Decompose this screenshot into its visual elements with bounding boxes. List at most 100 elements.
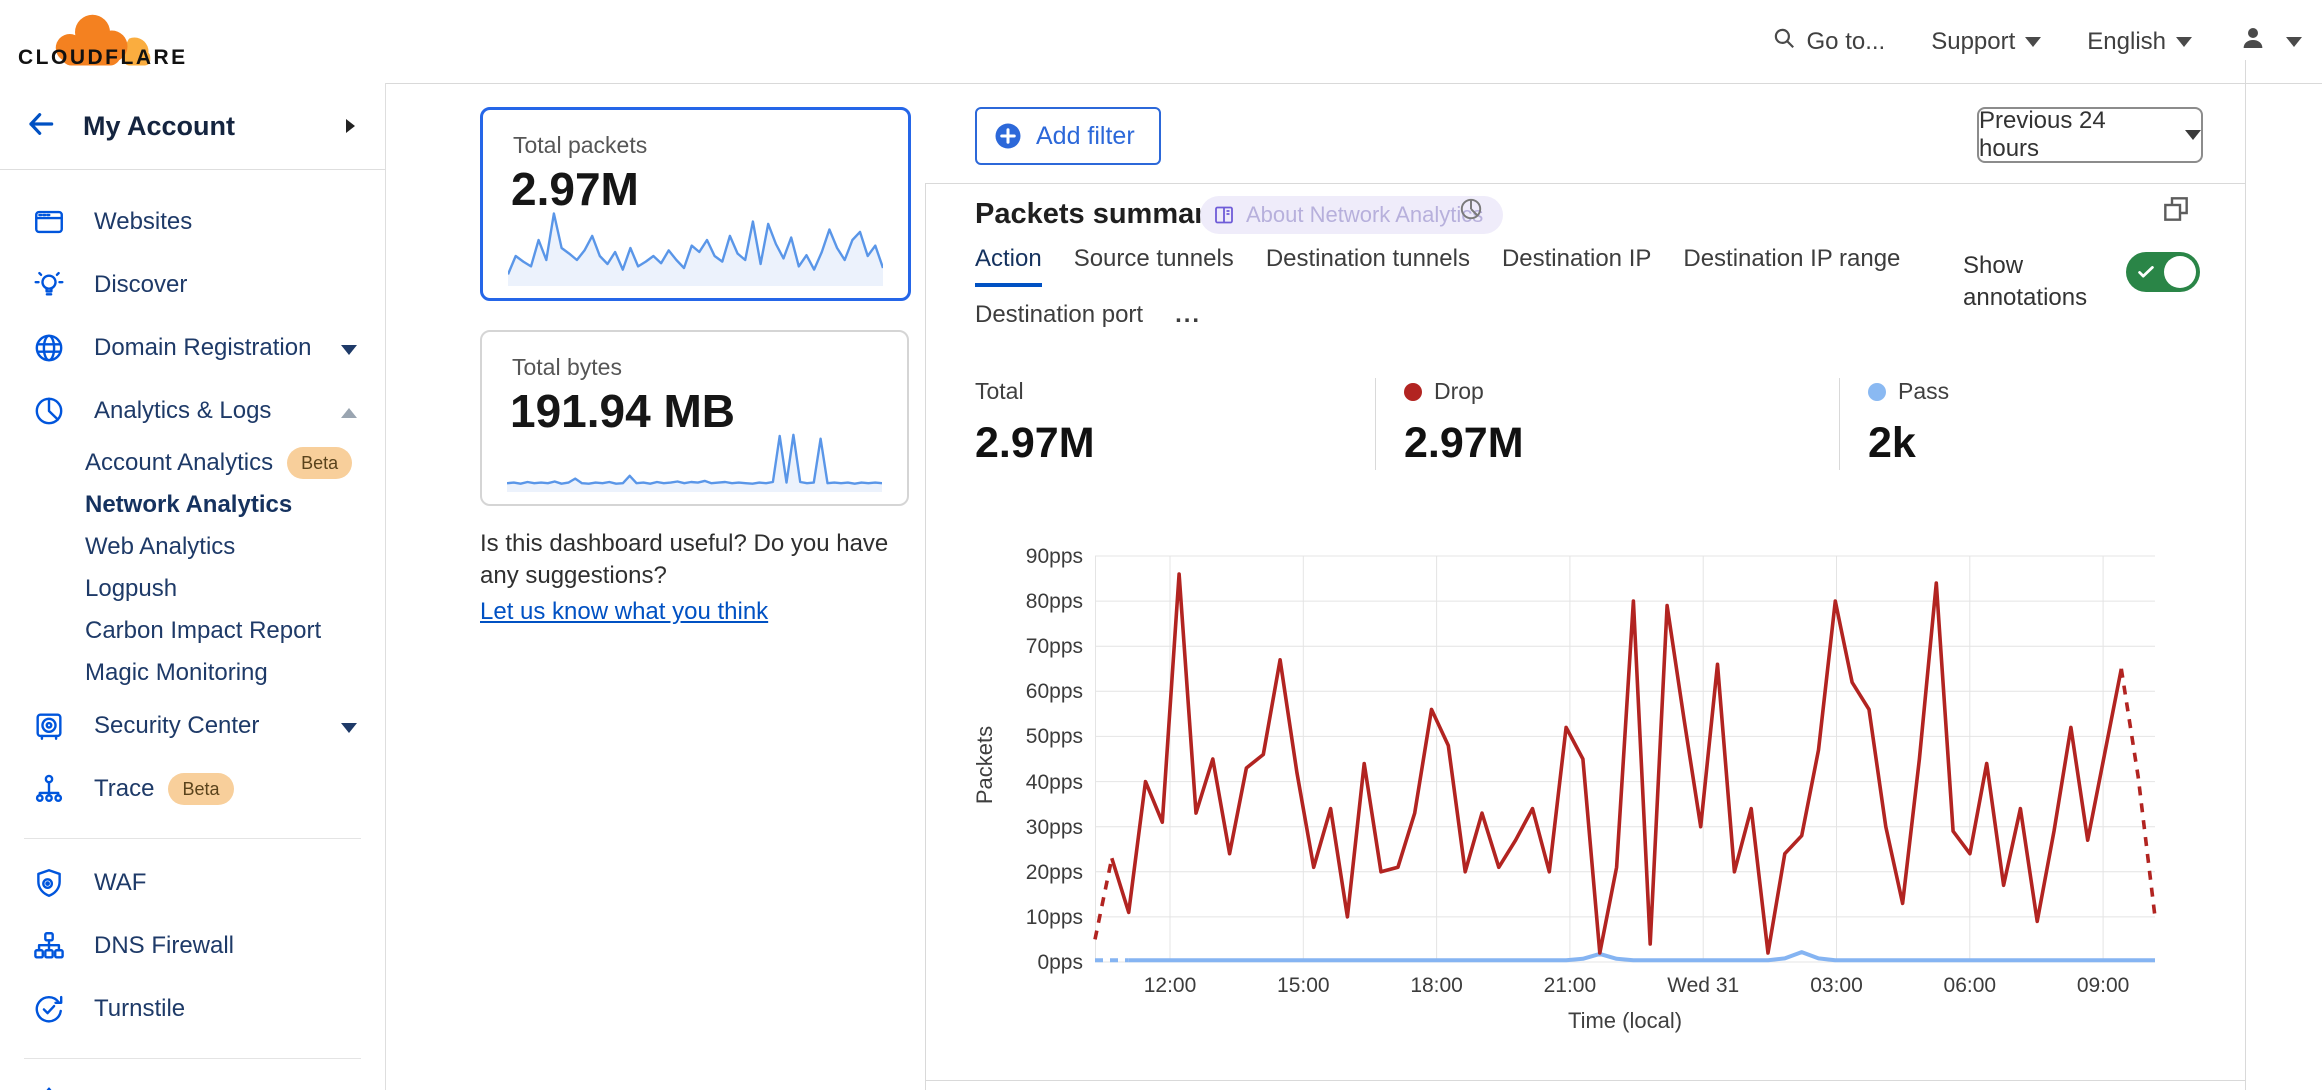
sidebar-item-trace[interactable]: Trace Beta (0, 757, 385, 820)
panel-top-border (925, 183, 2245, 184)
sidebar-item-turnstile[interactable]: Turnstile (0, 977, 385, 1040)
total-bytes-label: Total bytes (512, 354, 622, 380)
support-menu[interactable]: Support (1931, 28, 2042, 56)
book-icon (1212, 203, 1236, 227)
sidebar-item-label: Logpush (85, 575, 178, 602)
feedback-block: Is this dashboard useful? Do you have an… (480, 528, 910, 628)
sidebar-item-waf[interactable]: WAF (0, 851, 385, 914)
sidebar-item-logpush[interactable]: Logpush (0, 568, 385, 610)
sidebar-item-label: WAF (94, 868, 147, 896)
feedback-question: Is this dashboard useful? Do you have an… (480, 530, 889, 589)
toggle-knob (2164, 256, 2196, 288)
total-packets-sparkline (508, 212, 883, 286)
sidebar-item-label: Network Analytics (85, 491, 293, 518)
sidebar-item-partial[interactable] (0, 1071, 385, 1090)
about-pill-label: About Network Analytics (1246, 202, 1484, 227)
stat-total: Total 2.97M (975, 378, 1375, 470)
user-icon (2238, 23, 2268, 60)
logo-wordmark: CLOUDFLARE (18, 46, 188, 69)
x-tick-label: 15:00 (1277, 974, 1330, 997)
stats-row: Total 2.97M Drop 2.97M Pass 2k (975, 378, 2168, 470)
stat-drop: Drop 2.97M (1376, 378, 1839, 470)
sidebar-item-carbon-impact-report[interactable]: Carbon Impact Report (0, 610, 385, 652)
panel-title: Packets summary (975, 198, 1222, 230)
y-tick-label: 90pps (1025, 545, 1083, 568)
pie-icon (32, 394, 66, 428)
check-icon (2138, 266, 2154, 278)
account-menu[interactable] (2238, 23, 2302, 60)
y-tick-label: 30pps (1025, 815, 1083, 839)
tab-destination-port[interactable]: Destination port (975, 301, 1144, 328)
chevron-down-icon (2025, 36, 2042, 47)
chevron-down-icon (2176, 36, 2192, 47)
x-tick-label: 12:00 (1143, 974, 1197, 997)
tabs-more-button[interactable]: ... (1175, 301, 1202, 328)
panel-bottom-border (925, 1080, 2245, 1081)
dimension-tabs: Action Source tunnels Destination tunnels D… (975, 245, 1935, 343)
chevron-right-icon[interactable] (346, 119, 355, 133)
top-header: CLOUDFLARE Go to... Support English (0, 0, 2322, 84)
panel-left-border (925, 183, 926, 1090)
language-menu[interactable]: English (2087, 28, 2192, 56)
y-tick-label: 20pps (1025, 860, 1083, 884)
about-network-analytics-pill[interactable]: About Network Analytics (1200, 196, 1504, 234)
sidebar-item-domain-registration[interactable]: Domain Registration (0, 316, 385, 379)
back-arrow-icon[interactable] (25, 108, 57, 145)
tab-destination-tunnels[interactable]: Destination tunnels (1265, 245, 1470, 272)
tab-destination-ip[interactable]: Destination IP (1501, 245, 1652, 272)
burst-icon (32, 1086, 66, 1090)
tab-destination-ip-range[interactable]: Destination IP range (1683, 245, 1901, 272)
packets-chart: Packets Time (local) 0pps 10pps 20pps 30pps… (925, 540, 2245, 1060)
chevron-up-icon (341, 397, 357, 425)
chevron-down-icon (2185, 130, 2201, 140)
sidebar-item-magic-monitoring[interactable]: Magic Monitoring (0, 652, 385, 694)
expand-panel-icon[interactable] (2160, 193, 2192, 225)
y-tick-label: 0pps (1037, 951, 1083, 974)
tab-action[interactable]: Action (975, 245, 1042, 287)
feedback-link[interactable]: Let us know what you think (480, 598, 769, 625)
x-tick-label: 06:00 (1943, 974, 1997, 997)
sidebar-item-label: Analytics & Logs (94, 396, 272, 424)
total-packets-value: 2.97M (511, 163, 639, 215)
x-axis-title: Time (local) (1567, 1008, 1683, 1033)
tab-source-tunnels[interactable]: Source tunnels (1073, 245, 1234, 272)
sidebar-item-security-center[interactable]: Security Center (0, 694, 385, 757)
stat-divider (1839, 378, 1840, 470)
stat-pass: Pass 2k (1840, 378, 2168, 470)
chart-plot-area[interactable] (1093, 555, 2157, 963)
sidebar-item-web-analytics[interactable]: Web Analytics (0, 526, 385, 568)
y-tick-label: 70pps (1025, 635, 1083, 659)
browser-icon (32, 205, 66, 239)
total-packets-label: Total packets (513, 132, 648, 158)
chevron-down-icon (341, 334, 357, 362)
show-annotations-toggle[interactable] (2126, 252, 2200, 292)
sidebar-item-label: Turnstile (94, 994, 186, 1022)
sidebar-item-label: Security Center (94, 711, 260, 739)
sidebar-item-network-analytics[interactable]: Network Analytics (0, 484, 385, 526)
cloudflare-logo-icon[interactable] (18, 6, 188, 76)
sidebar-item-dns-firewall[interactable]: DNS Firewall (0, 914, 385, 977)
beta-badge: Beta (168, 772, 234, 805)
stat-value: 2.97M (975, 419, 1095, 467)
sidebar-item-discover[interactable]: Discover (0, 253, 385, 316)
total-bytes-card[interactable]: Total bytes 191.94 MB (480, 330, 909, 506)
goto-search[interactable]: Go to... (1771, 25, 1885, 58)
sidebar-item-label: Web Analytics (85, 533, 236, 560)
sidebar-item-websites[interactable]: Websites (0, 190, 385, 253)
stat-label: Drop (1434, 378, 1484, 404)
x-tick-label: 03:00 (1810, 974, 1863, 997)
stat-label: Total (975, 378, 1024, 404)
sidebar-item-analytics-logs[interactable]: Analytics & Logs (0, 379, 385, 442)
stat-divider (1375, 378, 1376, 470)
sidebar-item-label: Account Analytics (85, 449, 274, 476)
beta-badge: Beta (287, 447, 353, 479)
pie-chart-icon[interactable] (1458, 196, 1484, 222)
add-filter-button[interactable]: Add filter (975, 107, 1161, 165)
sidebar-item-label: Trace (94, 774, 155, 802)
sidebar-nav: Websites Discover Domain Registration Analy… (0, 170, 385, 1090)
time-range-dropdown[interactable]: Previous 24 hours (1977, 107, 2203, 163)
lightbulb-icon (32, 268, 66, 302)
x-tick-label: 21:00 (1543, 974, 1597, 997)
sidebar-item-account-analytics[interactable]: Account Analytics Beta (0, 442, 385, 484)
total-packets-card[interactable]: Total packets 2.97M (480, 107, 911, 301)
